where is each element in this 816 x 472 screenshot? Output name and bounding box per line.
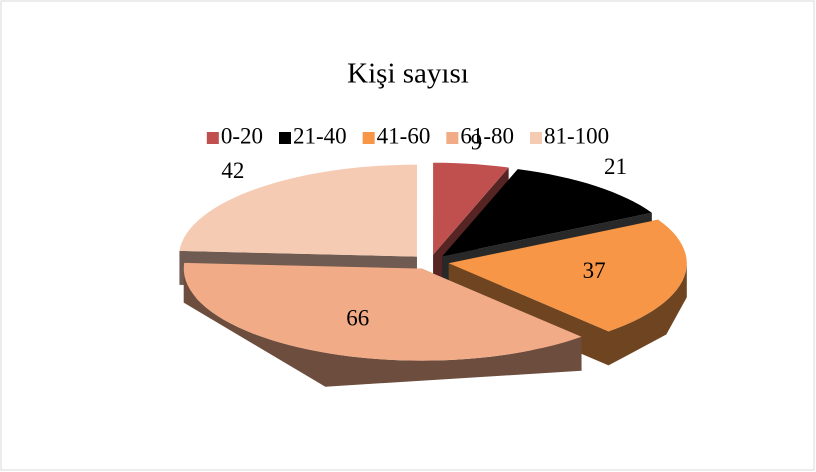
slice (183, 262, 582, 387)
slice-wall (183, 268, 582, 387)
data-label: 42 (221, 158, 244, 183)
legend-swatch (278, 132, 291, 144)
slice-top (183, 262, 582, 361)
legend-label: 0-20 (221, 123, 263, 148)
data-label: 9 (471, 129, 483, 154)
slice-top (442, 169, 652, 257)
slice-top (448, 219, 687, 332)
legend-swatch (206, 132, 219, 144)
data-label: 66 (346, 305, 369, 330)
legend-swatch (446, 132, 459, 144)
legend-swatch (362, 132, 375, 144)
data-label: 37 (583, 258, 606, 283)
legend-swatch (530, 132, 543, 144)
legend-label: 61-80 (460, 123, 514, 148)
chart-title: Kişi sayısı (347, 58, 469, 90)
legend-label: 81-100 (544, 123, 609, 148)
legend-label: 41-60 (377, 123, 431, 148)
slice-top (433, 162, 509, 255)
slice-wall (608, 263, 687, 366)
legend: 0-20 21-40 41-60 61-80 81-100 (206, 123, 609, 148)
slice-top (179, 164, 417, 257)
legend-label: 21-40 (293, 123, 347, 148)
data-label: 21 (604, 154, 627, 179)
